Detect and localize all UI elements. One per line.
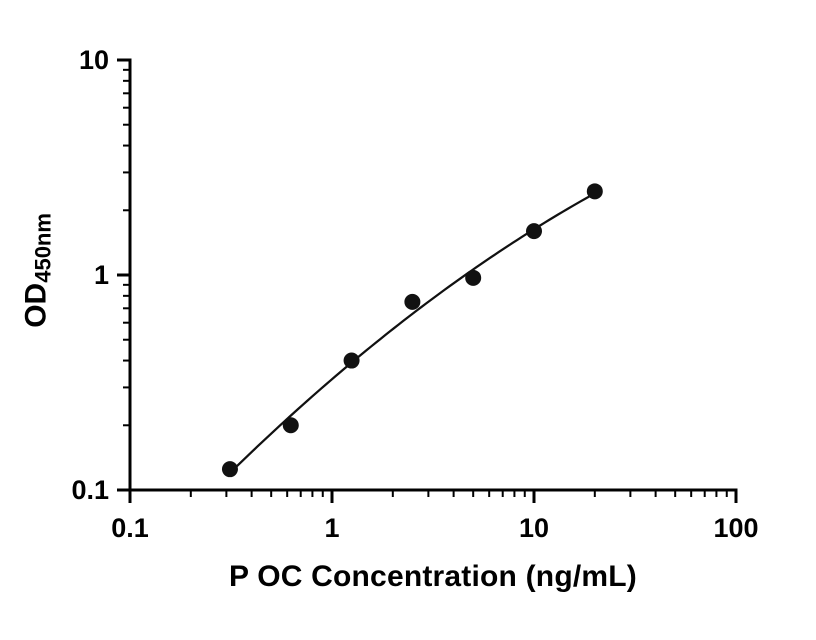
data-point (586, 183, 603, 200)
x-axis-label: P OC Concentration (ng/mL) (229, 560, 637, 593)
y-axis-tick-label: 0.1 (71, 475, 109, 505)
y-axis-label-main: OD (19, 282, 53, 328)
data-point (221, 461, 238, 478)
data-point (343, 352, 360, 369)
data-point (404, 293, 421, 310)
x-axis-tick-label: 100 (713, 513, 758, 543)
y-axis-label-subscript: 450nm (30, 213, 56, 283)
data-point (526, 223, 542, 240)
data-point (465, 269, 482, 286)
y-axis-label: OD450nm (20, 120, 57, 420)
x-axis-tick-label: 0.1 (111, 513, 149, 543)
x-axis-tick-label: 10 (519, 513, 549, 543)
y-axis-tick-label: 10 (79, 45, 109, 75)
x-axis-tick-label: 1 (324, 513, 339, 543)
data-point (282, 417, 299, 434)
y-axis-tick-label: 1 (94, 260, 109, 290)
